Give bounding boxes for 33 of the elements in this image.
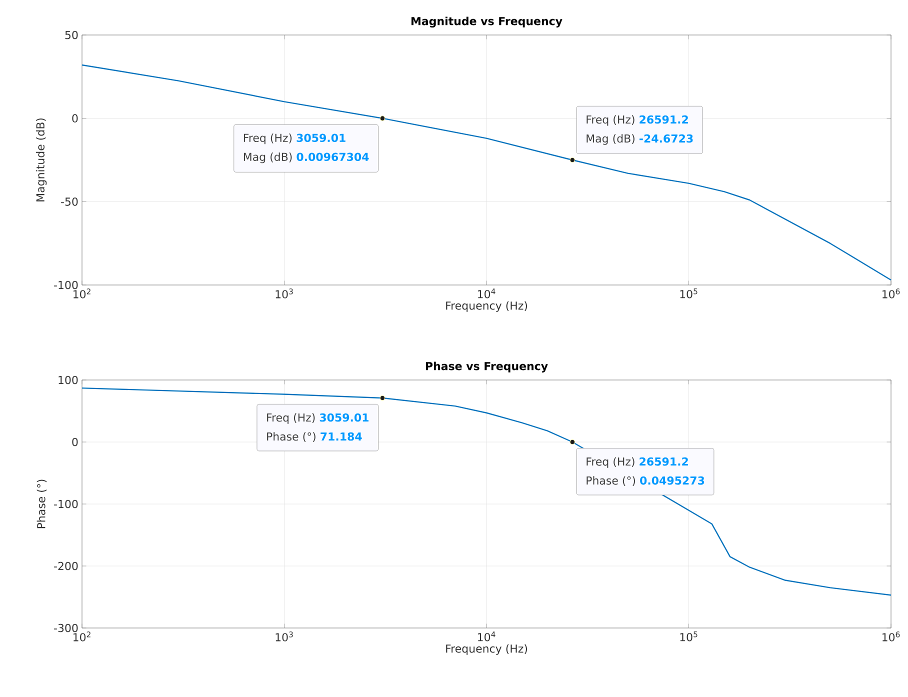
y-tick-label: 100 bbox=[58, 376, 78, 384]
y-axis-title: Magnitude (dB) bbox=[36, 118, 47, 202]
annotation: Freq (Hz) 3059.01 bbox=[267, 413, 368, 424]
y-axis-title: Phase (°) bbox=[36, 480, 47, 528]
y-tick-label: -300 bbox=[54, 624, 78, 632]
chart-title: Magnitude vs Frequency bbox=[411, 16, 562, 28]
x-tick-label: 10$^{3}$ bbox=[276, 632, 293, 642]
annotation: Phase (°) 0.0495273 bbox=[586, 476, 704, 486]
y-tick-label: 50 bbox=[65, 30, 78, 40]
annotation: Mag (dB) -24.6723 bbox=[586, 134, 693, 145]
annotation: Phase (°) 71.184 bbox=[267, 432, 362, 442]
annotation: Mag (dB) 0.00967304 bbox=[244, 152, 369, 164]
x-tick-label: 10$^{2}$ bbox=[74, 288, 90, 298]
x-tick-label: 10$^{3}$ bbox=[276, 288, 293, 298]
y-tick-label: 0 bbox=[72, 438, 78, 446]
x-tick-label: 10$^{5}$ bbox=[680, 632, 698, 642]
annotation: Freq (Hz) 26591.2 bbox=[586, 115, 688, 126]
y-tick-label: -100 bbox=[54, 280, 78, 290]
x-axis-title: Frequency (Hz) bbox=[446, 644, 528, 655]
y-tick-label: -100 bbox=[54, 500, 78, 508]
y-tick-label: -50 bbox=[61, 198, 78, 206]
annotation: Freq (Hz) 26591.2 bbox=[586, 457, 688, 468]
y-tick-label: -200 bbox=[54, 562, 78, 570]
x-axis-title: Frequency (Hz) bbox=[446, 301, 528, 312]
x-tick-label: 10$^{6}$ bbox=[882, 288, 900, 298]
y-tick-label: 0 bbox=[72, 114, 78, 122]
x-tick-label: 10$^{5}$ bbox=[680, 288, 698, 298]
x-tick-label: 10$^{6}$ bbox=[882, 632, 900, 642]
x-tick-label: 10$^{4}$ bbox=[478, 288, 496, 298]
annotation: Freq (Hz) 3059.01 bbox=[244, 134, 346, 144]
x-tick-label: 10$^{2}$ bbox=[74, 632, 90, 642]
chart-title: Phase vs Frequency bbox=[426, 362, 548, 372]
x-tick-label: 10$^{4}$ bbox=[478, 632, 496, 642]
